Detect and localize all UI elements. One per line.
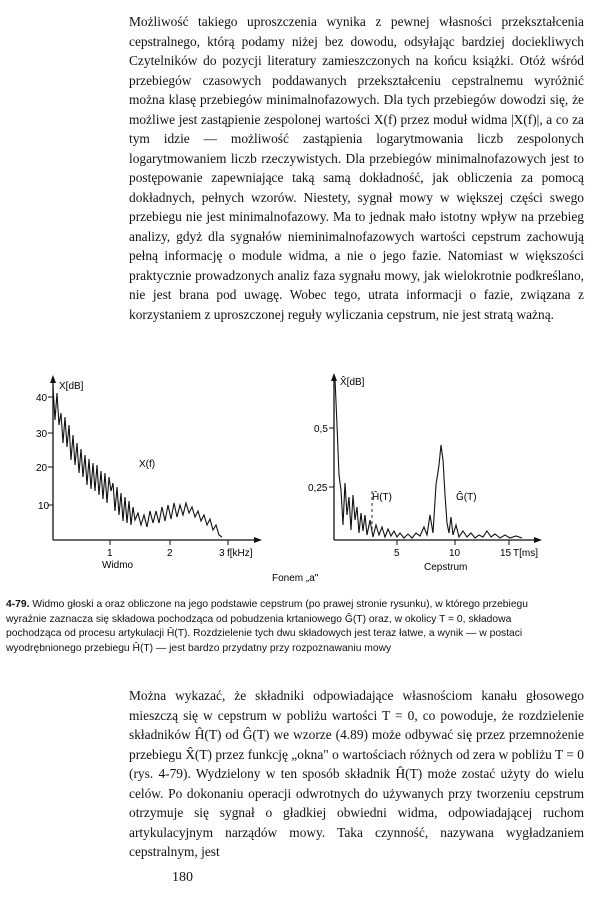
left-y-arrow <box>50 375 56 383</box>
body-paragraph-1: Możliwość takiego uproszczenia wynika z … <box>129 14 584 322</box>
left-x-axis-label: f[kHz] <box>227 548 253 559</box>
left-plot-title: Widmo <box>102 560 134 571</box>
page-number: 180 <box>172 870 193 885</box>
right-y-tick-05: 0,5 <box>314 424 328 435</box>
right-x-tick-5: 5 <box>394 548 400 559</box>
spectrum-curve <box>52 386 223 538</box>
right-plot-title: Cepstrum <box>424 562 467 573</box>
g-component-label: Ĝ(T) <box>456 490 477 503</box>
spectrum-curve-label: X(f) <box>139 459 155 470</box>
cepstrum-curve <box>334 378 523 539</box>
right-y-tick-025: 0,25 <box>308 483 328 494</box>
h-component-label: Ĥ(T) <box>372 490 392 503</box>
right-x-tick-15: 15 <box>500 548 512 559</box>
left-y-tick-40: 40 <box>36 393 48 404</box>
left-y-tick-10: 10 <box>38 501 50 512</box>
caption-text: Widmo głoski a oraz obliczone na jego po… <box>6 599 528 654</box>
left-x-tick-1: 1 <box>107 548 113 559</box>
left-y-tick-20: 20 <box>36 463 48 474</box>
left-plot <box>48 375 262 545</box>
caption-number: 4-79. <box>6 599 30 610</box>
left-x-tick-3: 3 <box>219 548 225 559</box>
left-x-arrow <box>254 537 262 543</box>
figure-caption: 4-79. Widmo głoski a oraz obliczone na j… <box>6 598 566 656</box>
left-y-axis-label: X[dB] <box>59 381 84 392</box>
right-x-axis-label: T[ms] <box>513 548 538 559</box>
right-y-axis-label: X̂[dB] <box>340 374 365 388</box>
right-x-tick-10: 10 <box>449 548 461 559</box>
right-plot <box>329 373 542 545</box>
body-paragraph-2: Można wykazać, że składniki odpowiadając… <box>129 688 584 859</box>
left-x-tick-2: 2 <box>167 548 173 559</box>
fonem-label: Fonem „a" <box>272 573 319 584</box>
right-y-arrow <box>331 373 337 381</box>
right-x-arrow <box>534 537 542 543</box>
figure-spectrum-cepstrum: X[dB] 40 30 20 10 1 2 3 f[kHz] X(f) Widm… <box>36 373 542 584</box>
left-y-tick-30: 30 <box>36 429 48 440</box>
